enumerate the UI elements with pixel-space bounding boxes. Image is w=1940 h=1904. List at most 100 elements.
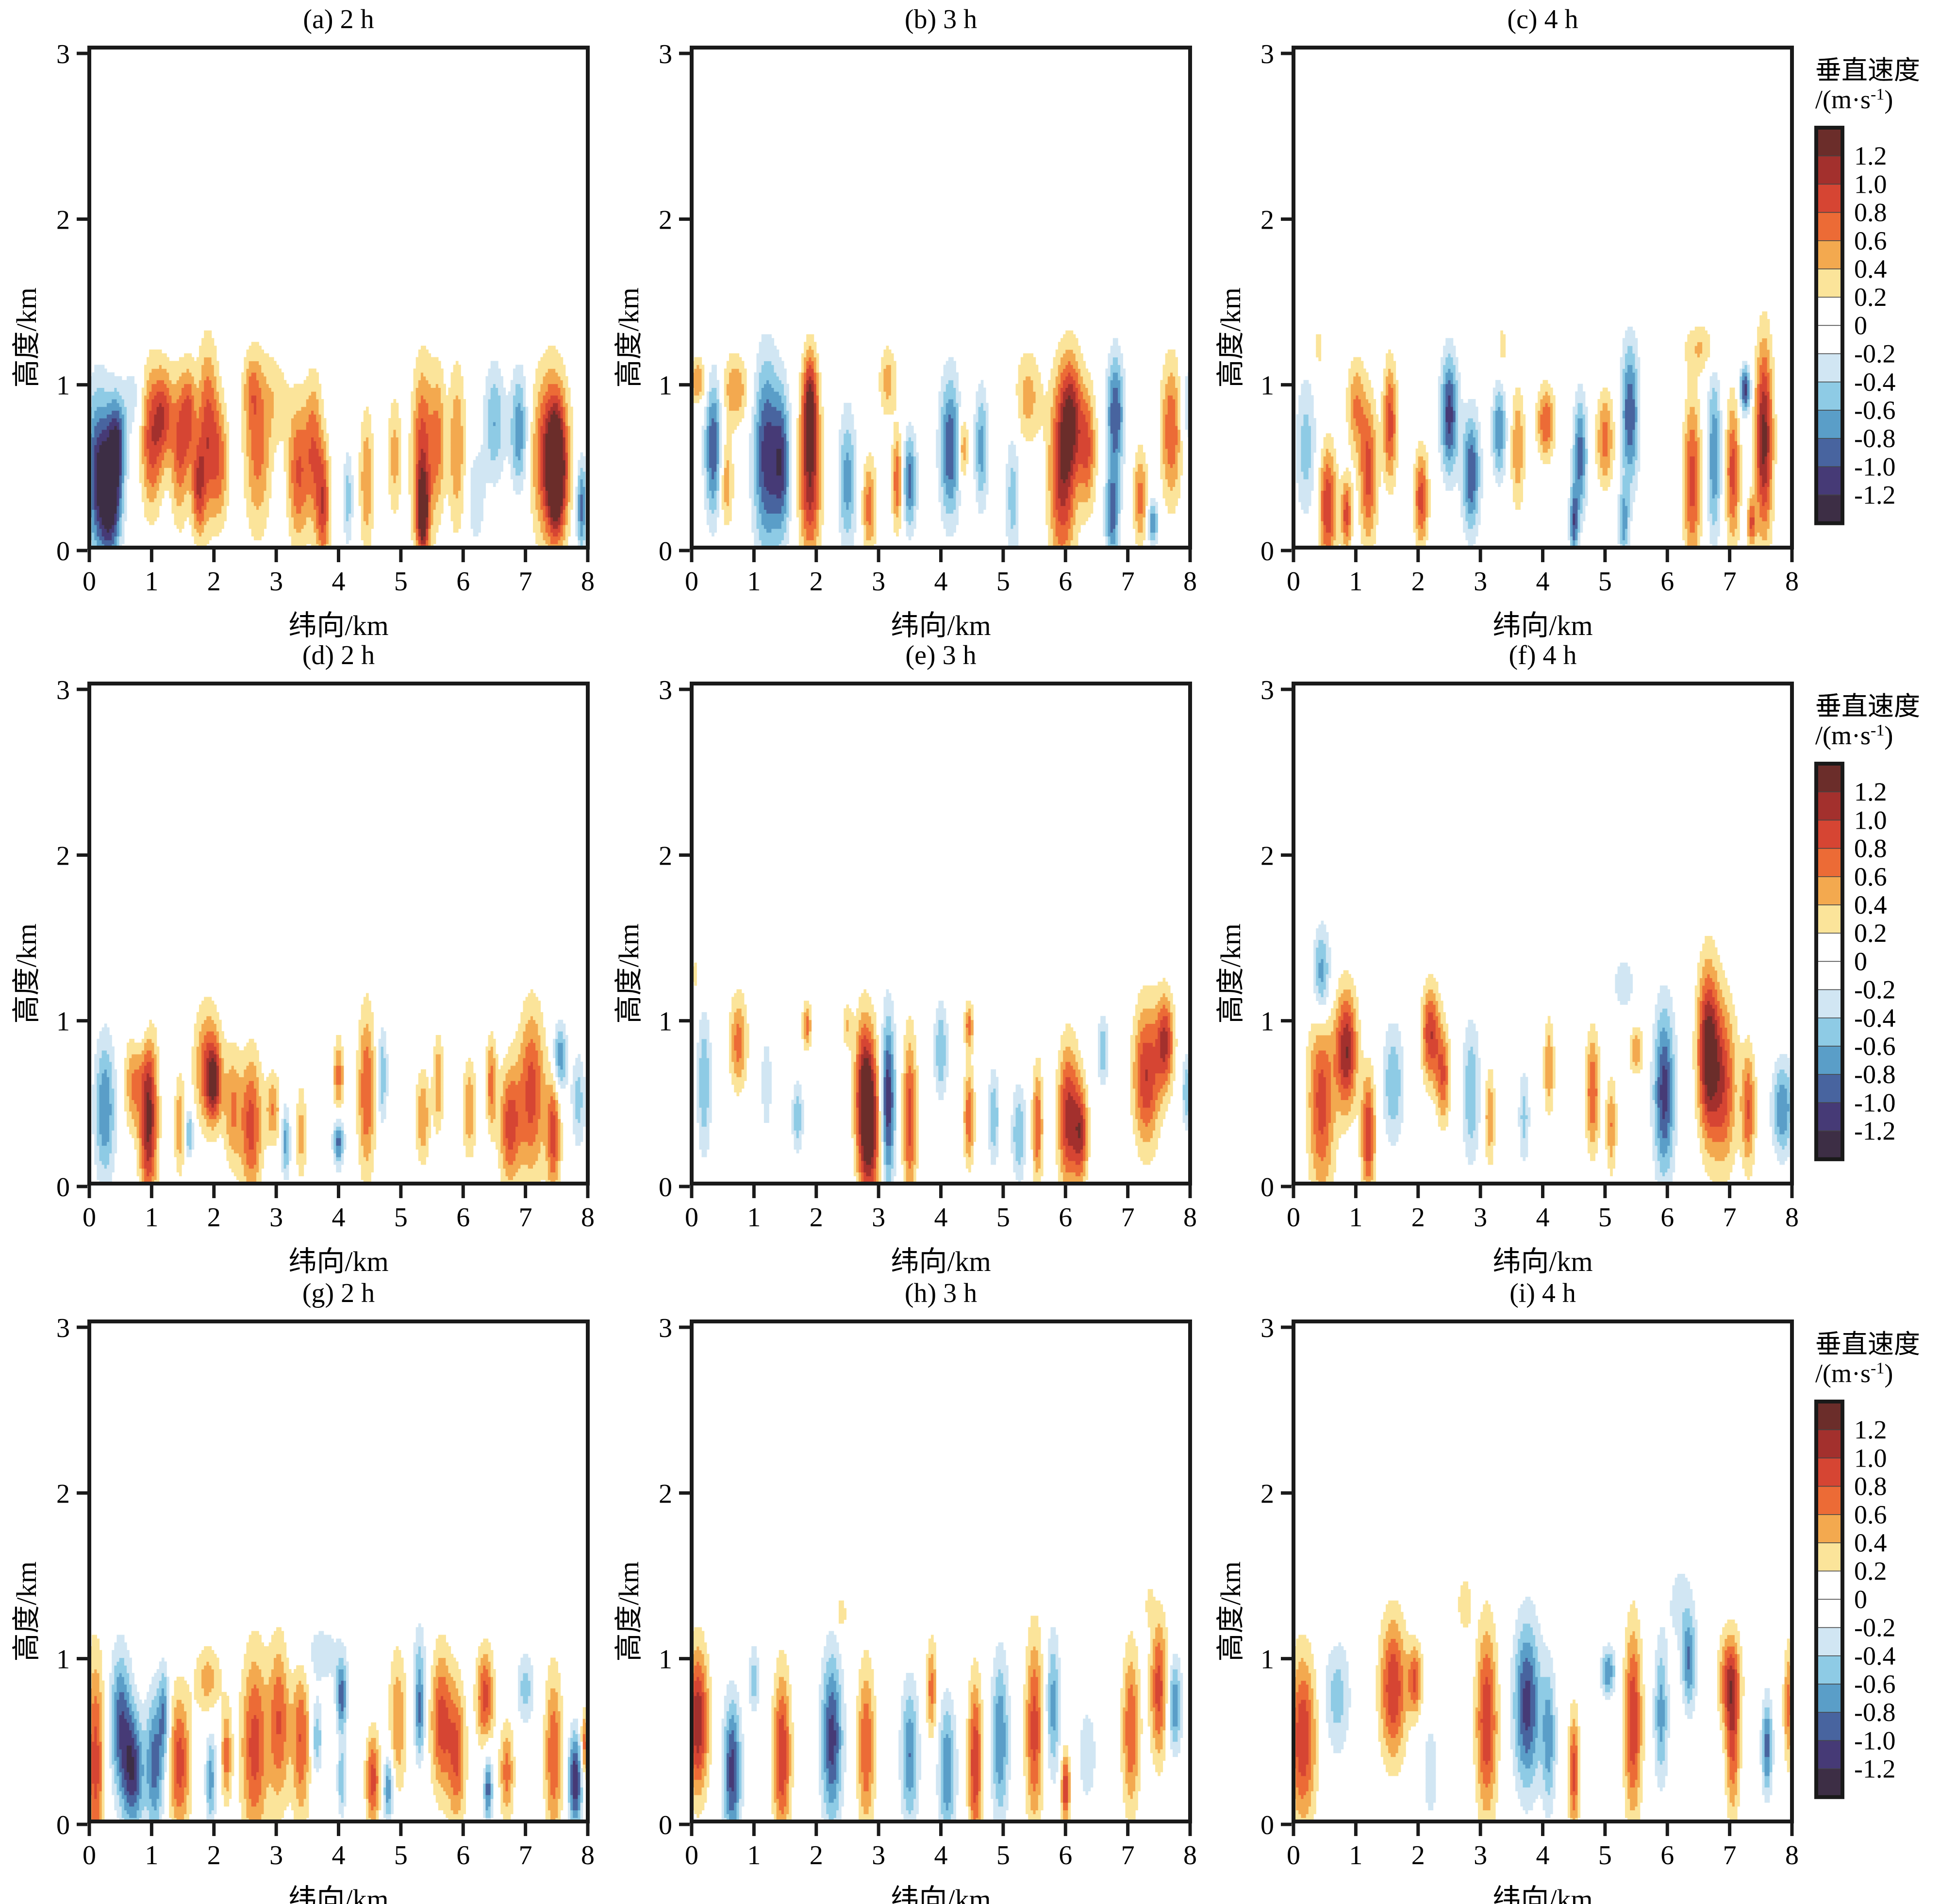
contour-cell (973, 422, 976, 426)
contour-cell (1135, 494, 1138, 499)
contour-cell (1050, 433, 1054, 438)
contour-cell (976, 456, 979, 461)
contour-cell (116, 501, 120, 506)
contour-cell (1105, 536, 1109, 540)
contour-cell (818, 452, 822, 457)
contour-cell (1118, 517, 1121, 521)
contour-cell (906, 528, 914, 533)
contour-cell (490, 448, 498, 453)
contour-cell (1110, 471, 1118, 476)
contour-cell (953, 456, 956, 461)
contour-cell (567, 414, 573, 418)
contour-cell (204, 513, 217, 518)
contour-cell (908, 452, 912, 457)
contour-cell (321, 418, 327, 422)
contour-cell (510, 468, 516, 472)
contour-cell (555, 410, 561, 415)
contour-cell (1015, 509, 1019, 514)
contour-cell (953, 448, 956, 453)
contour-cell (761, 418, 784, 422)
contour-cell (1160, 429, 1163, 434)
contour-cell (801, 399, 804, 403)
contour-cell (94, 490, 98, 495)
contour-cell (567, 494, 571, 499)
contour-cell (121, 422, 125, 426)
contour-cell (149, 372, 169, 377)
contour-cell (144, 433, 147, 438)
contour-cell (543, 437, 546, 441)
contour-cell (443, 448, 451, 453)
contour-cell (763, 437, 784, 441)
contour-cell (301, 464, 312, 468)
contour-cell (179, 357, 195, 362)
contour-cell (567, 422, 573, 426)
contour-cell (976, 479, 979, 484)
contour-cell (411, 509, 414, 514)
contour-cell (786, 456, 789, 461)
contour-cell (1110, 521, 1116, 525)
contour-cell (558, 532, 564, 537)
contour-cell (1118, 479, 1121, 484)
contour-cell (1006, 501, 1009, 506)
contour-cell (201, 422, 217, 426)
contour-cell (1093, 452, 1096, 457)
contour-cell (321, 528, 324, 533)
contour-cell (1108, 486, 1111, 491)
contour-cell (724, 471, 730, 476)
contour-cell (121, 441, 125, 445)
contour-cell (326, 475, 329, 480)
contour-cell (314, 524, 316, 529)
contour-cell (318, 517, 327, 521)
contour-cell (545, 460, 566, 464)
contour-cell (426, 528, 429, 533)
contour-cell (174, 452, 177, 457)
contour-cell (291, 540, 316, 544)
contour-cell (821, 414, 824, 418)
contour-cell (582, 498, 586, 502)
contour-cell (896, 532, 899, 537)
contour-cell (358, 475, 362, 480)
contour-cell (346, 475, 349, 480)
contour-cell (783, 437, 787, 441)
contour-cell (844, 402, 852, 407)
contour-cell (1093, 410, 1096, 415)
contour-cell (346, 486, 351, 491)
contour-cell (428, 452, 441, 457)
contour-cell (211, 357, 217, 362)
contour-cell (246, 445, 252, 449)
contour-cell (936, 441, 942, 445)
contour-cell (121, 445, 125, 449)
contour-cell (953, 490, 956, 495)
contour-cell (244, 494, 252, 499)
contour-cell (704, 479, 707, 484)
contour-cell (191, 429, 202, 434)
contour-cell (729, 399, 742, 403)
contour-cell (513, 395, 524, 400)
contour-cell (515, 452, 521, 457)
contour-cell (1055, 402, 1059, 407)
contour-cell (1145, 501, 1148, 506)
contour-cell (851, 437, 857, 441)
contour-cell (545, 418, 551, 422)
contour-cell (804, 422, 807, 426)
contour-cell (756, 468, 760, 472)
contour-cell (1058, 468, 1061, 472)
contour-cell (816, 410, 819, 415)
contour-cell (119, 517, 122, 521)
contour-cell (473, 460, 504, 464)
contour-cell (346, 532, 351, 537)
contour-cell (806, 513, 814, 518)
contour-cell (214, 395, 219, 400)
contour-cell (804, 475, 807, 480)
contour-cell (251, 448, 265, 453)
contour-cell (721, 498, 725, 502)
contour-cell (1006, 494, 1009, 499)
contour-cell (426, 422, 441, 426)
contour-cell (323, 498, 327, 502)
contour-cell (1138, 501, 1144, 506)
contour-cell (1123, 448, 1126, 453)
contour-cell (724, 486, 730, 491)
contour-cell (1053, 505, 1056, 510)
contour-cell (249, 365, 262, 369)
contour-cell (851, 490, 854, 495)
